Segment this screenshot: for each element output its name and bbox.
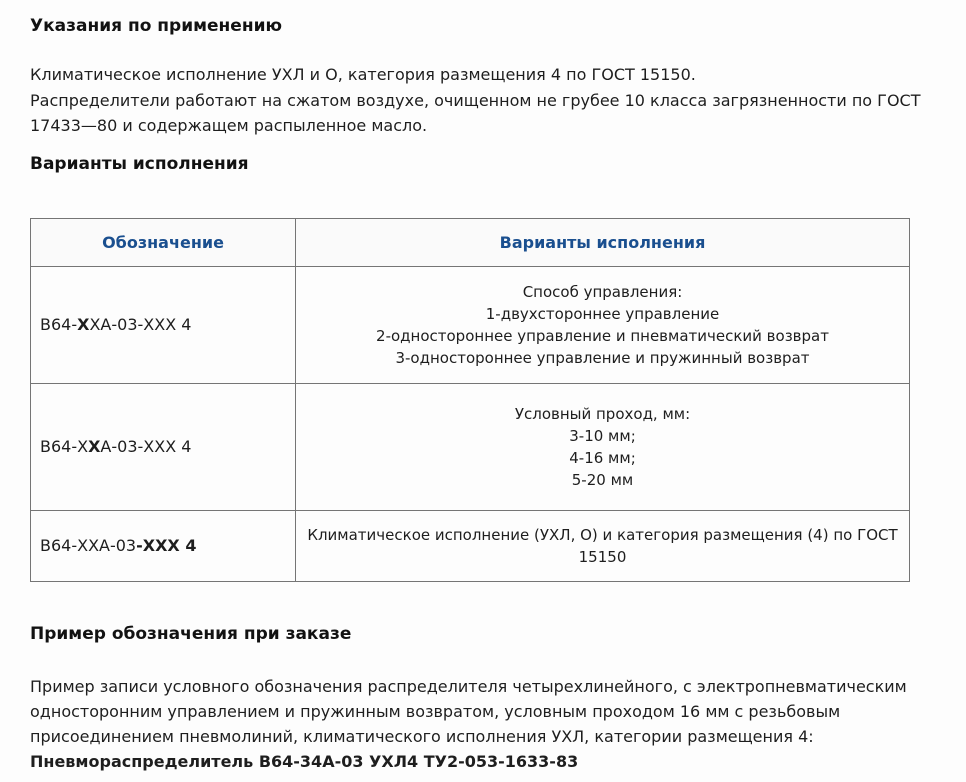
usage-line-3: 17433—80 и содержащем распыленное масло.	[30, 116, 428, 135]
description-cell: Климатическое исполнение (УХЛ, О) и кате…	[295, 509, 910, 582]
description-line: 2-одностороннее управление и пневматичес…	[376, 326, 829, 345]
designation-part-post: ХА-03-ХХХ 4	[89, 315, 192, 334]
description-line: 1-двухстороннее управление	[485, 304, 720, 323]
designation-part-pre: В64-ХХА-03	[40, 536, 137, 555]
designation-part-bold: -ХХХ 4	[136, 536, 197, 555]
usage-paragraph: Климатическое исполнение УХЛ и О, катего…	[30, 62, 938, 139]
order-example-heading: Пример обозначения при заказе	[30, 623, 352, 644]
usage-heading: Указания по применению	[30, 16, 283, 36]
description-line: 4-16 мм;	[569, 448, 636, 467]
order-example-line-1: Пример записи условного обозначения расп…	[30, 676, 907, 696]
designation-cell: В64-ХХА-03-ХХХ 4	[30, 382, 296, 511]
designation-part-bold: Х	[77, 315, 90, 334]
description-line: Способ управления:	[522, 282, 683, 301]
description-line: 3-одностороннее управление и пружинный в…	[395, 348, 810, 367]
description-cell: Способ управления: 1-двухстороннее управ…	[295, 265, 910, 384]
table-row-climatic-version: В64-ХХА-03-ХХХ 4 Климатическое исполнени…	[30, 509, 910, 582]
designation-cell: В64-ХХА-03-ХХХ 4	[30, 265, 296, 384]
header-variants: Варианты исполнения	[295, 217, 910, 267]
description-line: 5-20 мм	[571, 470, 634, 489]
table-header-row: Обозначение Варианты исполнения	[30, 217, 910, 267]
designation-part-pre: В64-	[40, 315, 78, 334]
document-page: Указания по применению Климатическое исп…	[30, 14, 938, 774]
table-row-control-method: В64-ХХА-03-ХХХ 4 Способ управления: 1-дв…	[30, 265, 910, 384]
order-example-paragraph: Пример записи условного обозначения расп…	[30, 674, 938, 774]
variants-heading: Варианты исполнения	[30, 153, 249, 174]
designation-cell: В64-ХХА-03-ХХХ 4	[30, 509, 296, 582]
order-example-line-3: присоединением пневмолиний, климатическо…	[30, 726, 814, 746]
designation-part-bold: Х	[88, 437, 101, 456]
description-line: Условный проход, мм:	[514, 404, 691, 423]
description-cell: Условный проход, мм: 3-10 мм; 4-16 мм; 5…	[295, 382, 910, 511]
designation-part-pre: В64-Х	[40, 437, 89, 456]
order-designation-bold-line: Пневмораспределитель В64-34А-03 УХЛ4 ТУ2…	[30, 751, 579, 771]
description-line: 3-10 мм;	[569, 426, 636, 445]
description-line: Климатическое исполнение (УХЛ, О) и кате…	[307, 525, 898, 544]
variants-table: Обозначение Варианты исполнения В64-ХХА-…	[30, 217, 910, 582]
table-row-bore-size: В64-ХХА-03-ХХХ 4 Условный проход, мм: 3-…	[30, 382, 910, 511]
usage-line-1: Климатическое исполнение УХЛ и О, катего…	[30, 65, 696, 84]
header-designation: Обозначение	[30, 217, 296, 267]
designation-part-post: А-03-ХХХ 4	[100, 437, 192, 456]
description-line: 15150	[578, 547, 627, 566]
usage-line-2: Распределители работают на сжатом воздух…	[30, 90, 921, 110]
order-example-line-2: односторонним управлением и пружинным во…	[30, 701, 841, 721]
